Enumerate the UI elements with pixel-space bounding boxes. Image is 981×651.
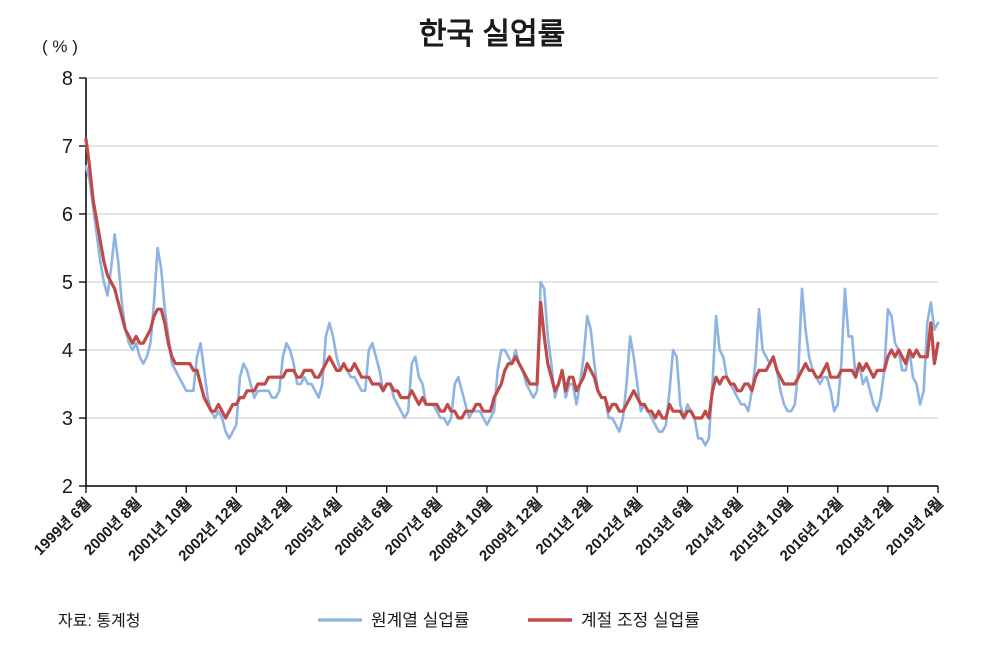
y-tick-labels: 2 3 4 5 6 7 8	[62, 68, 73, 498]
y-tick-label: 4	[62, 340, 73, 362]
gridlines	[86, 77, 938, 419]
y-tick-label: 7	[62, 136, 73, 158]
y-tick-label: 6	[62, 204, 73, 226]
axes	[79, 77, 939, 493]
data-series	[84, 137, 940, 447]
legend: 원계열 실업률 계절 조정 실업률	[318, 611, 700, 630]
legend-label-seasonally-adjusted: 계절 조정 실업률	[581, 611, 700, 630]
y-axis-unit-label: ( % )	[42, 37, 78, 56]
legend-label-original-series: 원계열 실업률	[371, 611, 470, 630]
y-tick-label: 3	[62, 408, 73, 430]
series-line-0	[84, 165, 940, 447]
y-tick-label: 8	[62, 68, 73, 90]
y-tick-label: 5	[62, 272, 73, 294]
y-tick-label: 2	[62, 476, 73, 498]
chart-title: 한국 실업률	[419, 18, 565, 51]
series-line-1	[84, 137, 940, 420]
source-note: 자료: 통계청	[58, 612, 141, 630]
